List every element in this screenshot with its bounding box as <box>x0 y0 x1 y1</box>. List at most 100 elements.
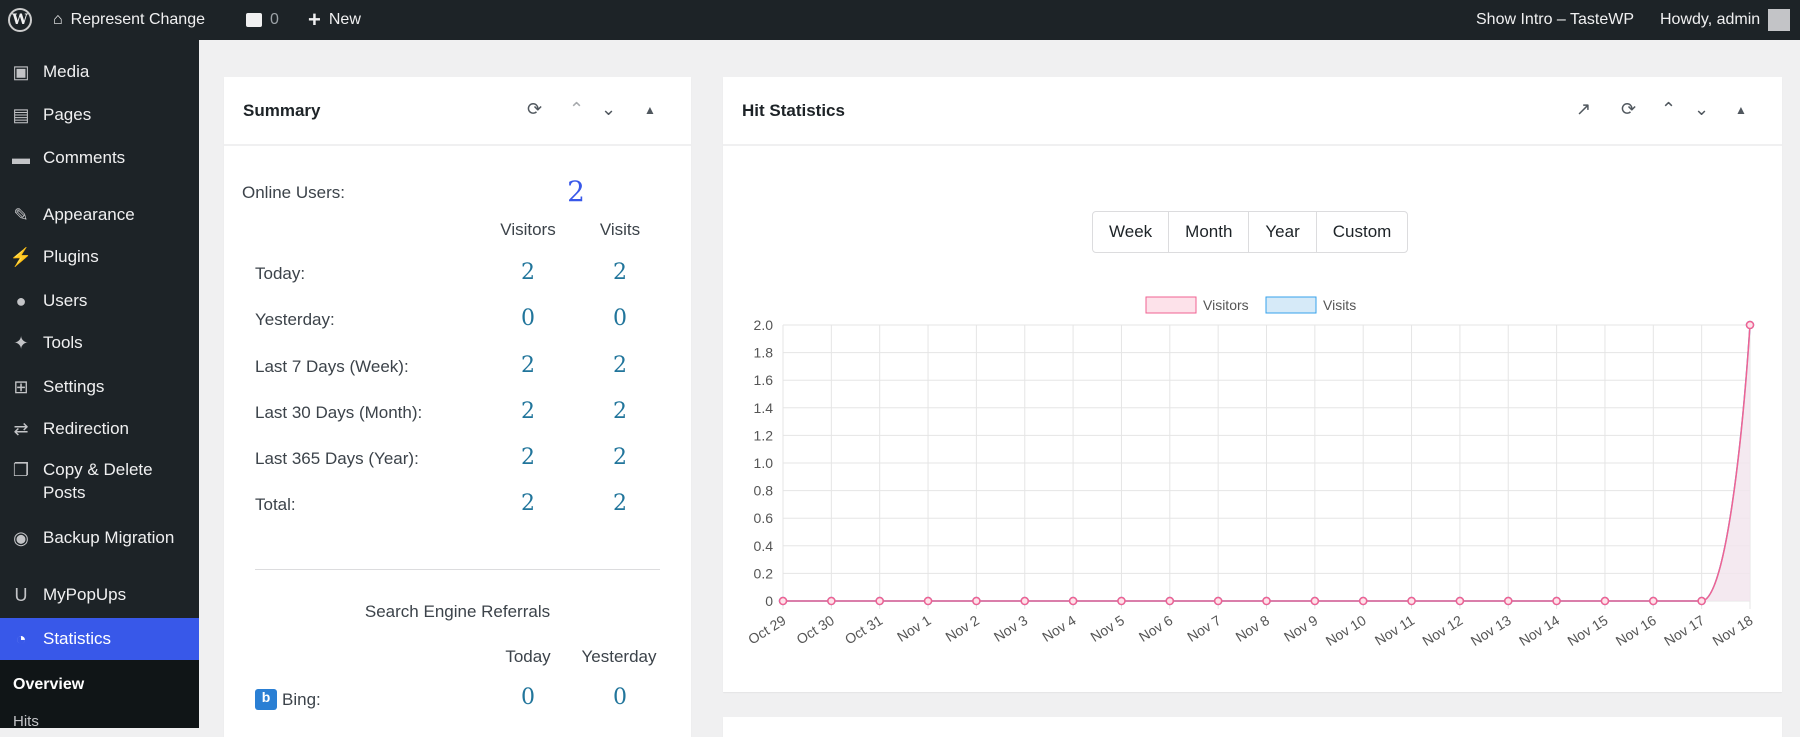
sidebar-item-users[interactable]: ● Users <box>0 283 199 319</box>
visitors-column-header: Visitors <box>500 220 556 239</box>
sidebar-item-settings[interactable]: ⊞ Settings <box>0 369 199 405</box>
visitors-value: 0 <box>521 306 535 331</box>
wordpress-logo-icon[interactable]: W <box>8 0 32 40</box>
refresh-icon[interactable]: ⟳ <box>527 99 543 119</box>
x-tick-label: Nov 12 <box>1419 612 1465 649</box>
sidebar-item-copy-delete-posts[interactable]: ❐ Copy & Delete Posts <box>0 458 199 514</box>
x-tick-label: Nov 15 <box>1564 612 1610 649</box>
y-tick-label: 2.0 <box>754 317 774 333</box>
visits-value: 0 <box>613 306 627 331</box>
sidebar-item-redirection[interactable]: ⇄ Redirection <box>0 411 199 447</box>
y-tick-label: 0.2 <box>754 565 774 581</box>
visits-value: 2 <box>613 260 627 285</box>
bing-yesterday-value: 0 <box>613 685 627 710</box>
online-users-label: Online Users: <box>242 183 345 202</box>
x-tick-label: Oct 31 <box>842 612 886 648</box>
comments-link[interactable]: 0 <box>246 0 279 40</box>
x-tick-label: Nov 14 <box>1516 612 1562 649</box>
x-tick-label: Nov 6 <box>1136 612 1176 645</box>
x-tick-label: Nov 10 <box>1323 612 1369 649</box>
active-arrow <box>191 631 207 647</box>
submenu-hits[interactable]: Hits <box>13 713 39 730</box>
x-tick-label: Nov 2 <box>942 612 982 645</box>
point-visitors <box>1697 596 1706 606</box>
online-users-value: 2 <box>567 175 585 208</box>
range-custom-button[interactable]: Custom <box>1332 222 1392 241</box>
x-tick-label: Nov 13 <box>1468 612 1514 649</box>
next-panel <box>723 717 1782 737</box>
settings-icon: ⊞ <box>13 376 29 397</box>
x-tick-label: Nov 8 <box>1233 612 1273 645</box>
point-visitors <box>1310 596 1320 606</box>
point-visitors <box>1117 596 1126 606</box>
panel-title: Summary <box>243 100 321 120</box>
point-visitors <box>1020 596 1029 606</box>
refresh-icon[interactable]: ⟳ <box>1621 99 1637 119</box>
visits-value: 2 <box>613 399 627 424</box>
plus-icon: + <box>308 7 321 32</box>
new-content-link[interactable]: + New <box>308 7 361 32</box>
range-week-button[interactable]: Week <box>1093 212 1170 252</box>
collapse-toggle-icon[interactable]: ▲ <box>1735 103 1747 117</box>
chevron-up-icon[interactable]: ⌃ <box>1661 99 1677 119</box>
point-visitors <box>1358 596 1368 606</box>
point-visitors <box>1649 596 1658 606</box>
legend-label: Visitors <box>1203 297 1249 313</box>
range-year-button[interactable]: Year <box>1249 212 1317 252</box>
point-visitors <box>1745 320 1755 330</box>
row-label: Today: <box>255 264 306 283</box>
sidebar-item-appearance[interactable]: ✎ Appearance <box>0 197 199 233</box>
sidebar-item-tools[interactable]: ✦ Tools <box>0 325 199 361</box>
point-visitors <box>1262 596 1271 606</box>
collapse-toggle-icon[interactable]: ▲ <box>644 103 656 117</box>
y-tick-label: 0.8 <box>754 483 774 499</box>
point-visitors <box>1068 596 1078 606</box>
sidebar-item-statistics[interactable]: ◔ Statistics <box>0 618 199 660</box>
sidebar-item-backup-migration[interactable]: ◉ Backup Migration <box>0 520 199 556</box>
summary-header: Summary <box>224 77 691 146</box>
show-intro-link[interactable]: Show Intro – TasteWP <box>1476 11 1634 28</box>
tools-icon: ✦ <box>13 332 29 353</box>
submenu-overview[interactable]: Overview <box>13 676 85 693</box>
range-month-button[interactable]: Month <box>1169 212 1250 252</box>
site-name-link[interactable]: ⌂ Represent Change <box>53 11 205 28</box>
x-tick-label: Nov 18 <box>1709 612 1755 649</box>
point-visitors <box>972 596 981 606</box>
external-link-icon[interactable]: ↗ <box>1576 99 1592 119</box>
summary-panel: Summary ⟳ ⌃ ⌄ ▲ Online Users: 2 Visitors… <box>224 77 691 737</box>
chevron-up-icon[interactable]: ⌃ <box>569 99 585 119</box>
y-tick-label: 0 <box>765 593 773 609</box>
x-tick-label: Nov 7 <box>1184 612 1224 645</box>
point-visitors <box>923 596 933 606</box>
row-label: Yesterday: <box>255 310 335 329</box>
x-tick-label: Nov 16 <box>1613 612 1659 649</box>
legend-swatch-visits <box>1265 296 1317 314</box>
visits-value: 2 <box>613 353 627 378</box>
sidebar-item-comments[interactable]: ▬ Comments <box>0 140 199 176</box>
sidebar-item-plugins[interactable]: ⚡ Plugins <box>0 239 199 275</box>
visitors-value: 2 <box>521 260 535 285</box>
x-tick-label: Nov 3 <box>991 612 1031 645</box>
chevron-down-icon[interactable]: ⌄ <box>1694 99 1710 119</box>
row-label: Last 365 Days (Year): <box>255 449 419 468</box>
chevron-down-icon[interactable]: ⌄ <box>601 99 617 119</box>
admin-bar: W ⌂ Represent Change 0 + New Show Intro – … <box>0 0 1800 40</box>
comments-icon: ▬ <box>12 147 30 168</box>
media-icon: ▣ <box>12 61 30 82</box>
sidebar-item-pages[interactable]: ▤ Pages <box>0 97 199 133</box>
hit-statistics-panel: Hit Statistics ↗ ⟳ ⌃ ⌄ ▲ <box>723 77 1782 692</box>
point-visitors <box>1213 596 1223 606</box>
sidebar-item-media[interactable]: ▣ Media <box>0 54 199 90</box>
y-tick-label: 1.6 <box>754 372 774 388</box>
bing-today-value: 0 <box>521 685 535 710</box>
statistics-submenu: Overview Hits <box>0 660 199 730</box>
bing-label: Bing: <box>282 690 321 709</box>
sidebar-item-mypopups[interactable]: U MyPopUps <box>0 577 199 613</box>
point-visitors <box>1455 596 1465 606</box>
x-tick-label: Nov 17 <box>1661 612 1707 649</box>
account-menu[interactable]: Howdy, admin <box>1660 0 1791 40</box>
row-label: Last 7 Days (Week): <box>255 357 409 376</box>
x-tick-label: Nov 9 <box>1281 612 1321 645</box>
avatar <box>1768 9 1791 31</box>
